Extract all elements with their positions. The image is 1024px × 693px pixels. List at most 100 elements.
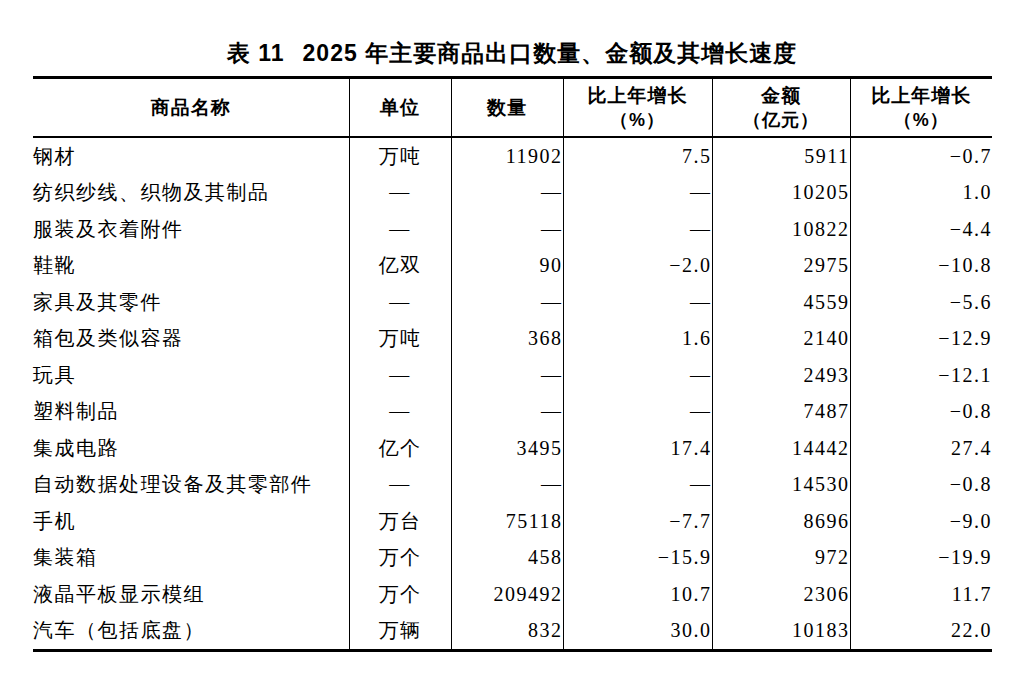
cell-commodity-name: 手机: [33, 503, 349, 540]
table-title: 表 11 2025 年主要商品出口数量、金额及其增长速度: [0, 0, 1024, 68]
cell-commodity-name: 服装及衣着附件: [33, 211, 349, 248]
cell-value-growth: −0.7: [850, 137, 992, 175]
cell-value: 14530: [712, 467, 850, 504]
cell-unit: —: [349, 357, 451, 394]
cell-commodity-name: 汽车（包括底盘）: [33, 613, 349, 651]
cell-quantity: —: [451, 357, 563, 394]
table-row: 塑料制品 — — — 7487 −0.8: [33, 394, 992, 431]
column-header-quantity: 数量: [451, 78, 563, 138]
export-commodities-table: 商品名称 单位 数量 比上年增长 （%） 金额 （亿元） 比上年增长 （%） 钢…: [33, 76, 992, 652]
cell-value-growth: 1.0: [850, 175, 992, 212]
cell-unit: 万个: [349, 576, 451, 613]
cell-commodity-name: 塑料制品: [33, 394, 349, 431]
cell-quantity: 368: [451, 321, 563, 358]
cell-value-growth: −0.8: [850, 467, 992, 504]
cell-quantity: —: [451, 175, 563, 212]
cell-quantity-growth: 30.0: [563, 613, 712, 651]
column-header-commodity: 商品名称: [33, 78, 349, 138]
cell-quantity-growth: −15.9: [563, 540, 712, 577]
cell-quantity-growth: —: [563, 394, 712, 431]
column-header-quantity-growth: 比上年增长 （%）: [563, 78, 712, 138]
cell-quantity: —: [451, 467, 563, 504]
table-number-label: 表 11: [227, 40, 285, 66]
cell-commodity-name: 玩具: [33, 357, 349, 394]
cell-unit: 亿双: [349, 248, 451, 285]
cell-value-growth: −12.9: [850, 321, 992, 358]
cell-quantity-growth: 7.5: [563, 137, 712, 175]
table-row: 汽车（包括底盘） 万辆 832 30.0 10183 22.0: [33, 613, 992, 651]
cell-commodity-name: 集成电路: [33, 430, 349, 467]
cell-quantity: 75118: [451, 503, 563, 540]
cell-unit: —: [349, 394, 451, 431]
cell-unit: 万台: [349, 503, 451, 540]
cell-unit: 亿个: [349, 430, 451, 467]
table-row: 集装箱 万个 458 −15.9 972 −19.9: [33, 540, 992, 577]
cell-quantity: 90: [451, 248, 563, 285]
table-row: 纺织纱线、织物及其制品 — — — 10205 1.0: [33, 175, 992, 212]
cell-commodity-name: 纺织纱线、织物及其制品: [33, 175, 349, 212]
table-body: 钢材 万吨 11902 7.5 5911 −0.7 纺织纱线、织物及其制品 — …: [33, 137, 992, 651]
table-row: 液晶平板显示模组 万个 209492 10.7 2306 11.7: [33, 576, 992, 613]
table-row: 自动数据处理设备及其零部件 — — — 14530 −0.8: [33, 467, 992, 504]
table-title-text: 2025 年主要商品出口数量、金额及其增长速度: [303, 40, 798, 66]
column-header-value-growth: 比上年增长 （%）: [850, 78, 992, 138]
cell-value-growth: −0.8: [850, 394, 992, 431]
cell-value-growth: −10.8: [850, 248, 992, 285]
cell-unit: —: [349, 284, 451, 321]
table-row: 箱包及类似容器 万吨 368 1.6 2140 −12.9: [33, 321, 992, 358]
table-row: 家具及其零件 — — — 4559 −5.6: [33, 284, 992, 321]
cell-commodity-name: 箱包及类似容器: [33, 321, 349, 358]
cell-quantity: 3495: [451, 430, 563, 467]
cell-unit: —: [349, 211, 451, 248]
cell-quantity-growth: −7.7: [563, 503, 712, 540]
cell-commodity-name: 液晶平板显示模组: [33, 576, 349, 613]
column-header-value: 金额 （亿元）: [712, 78, 850, 138]
cell-unit: 万吨: [349, 137, 451, 175]
cell-quantity: —: [451, 284, 563, 321]
cell-quantity-growth: 10.7: [563, 576, 712, 613]
cell-quantity: —: [451, 211, 563, 248]
cell-value-growth: −5.6: [850, 284, 992, 321]
cell-quantity-growth: —: [563, 211, 712, 248]
cell-quantity-growth: 1.6: [563, 321, 712, 358]
table-row: 集成电路 亿个 3495 17.4 14442 27.4: [33, 430, 992, 467]
cell-commodity-name: 钢材: [33, 137, 349, 175]
cell-value: 10183: [712, 613, 850, 651]
cell-value-growth: 27.4: [850, 430, 992, 467]
cell-quantity: 832: [451, 613, 563, 651]
cell-commodity-name: 鞋靴: [33, 248, 349, 285]
cell-quantity-growth: −2.0: [563, 248, 712, 285]
cell-value-growth: −9.0: [850, 503, 992, 540]
cell-unit: 万辆: [349, 613, 451, 651]
table-row: 手机 万台 75118 −7.7 8696 −9.0: [33, 503, 992, 540]
cell-quantity: 11902: [451, 137, 563, 175]
cell-value: 4559: [712, 284, 850, 321]
cell-value-growth: −12.1: [850, 357, 992, 394]
cell-value-growth: 11.7: [850, 576, 992, 613]
cell-quantity-growth: —: [563, 357, 712, 394]
cell-quantity: 458: [451, 540, 563, 577]
cell-value: 14442: [712, 430, 850, 467]
cell-value: 2306: [712, 576, 850, 613]
cell-unit: —: [349, 467, 451, 504]
cell-quantity-growth: —: [563, 284, 712, 321]
cell-value: 5911: [712, 137, 850, 175]
cell-quantity-growth: —: [563, 467, 712, 504]
cell-value: 2493: [712, 357, 850, 394]
table-row: 钢材 万吨 11902 7.5 5911 −0.7: [33, 137, 992, 175]
cell-quantity-growth: 17.4: [563, 430, 712, 467]
cell-value-growth: 22.0: [850, 613, 992, 651]
cell-value: 10822: [712, 211, 850, 248]
cell-value: 972: [712, 540, 850, 577]
table-row: 玩具 — — — 2493 −12.1: [33, 357, 992, 394]
cell-commodity-name: 家具及其零件: [33, 284, 349, 321]
cell-value-growth: −4.4: [850, 211, 992, 248]
table-header-row: 商品名称 单位 数量 比上年增长 （%） 金额 （亿元） 比上年增长 （%）: [33, 78, 992, 138]
cell-value: 2975: [712, 248, 850, 285]
cell-value: 8696: [712, 503, 850, 540]
cell-value: 10205: [712, 175, 850, 212]
cell-commodity-name: 集装箱: [33, 540, 349, 577]
cell-value-growth: −19.9: [850, 540, 992, 577]
cell-value: 7487: [712, 394, 850, 431]
cell-unit: —: [349, 175, 451, 212]
